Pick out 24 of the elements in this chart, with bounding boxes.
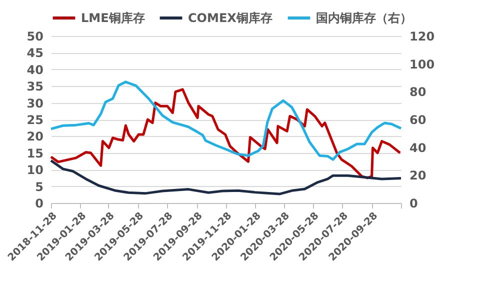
y-tick-label: 0	[35, 196, 44, 210]
y-tick-label: 25	[26, 113, 44, 127]
y2-tick-label: 0	[410, 196, 418, 210]
legend-label: COMEX铜库存	[188, 11, 272, 25]
line-series	[50, 80, 402, 161]
y-tick-label: 40	[26, 62, 44, 77]
line-series	[50, 88, 402, 180]
y2-tick-label: 100	[410, 57, 435, 72]
y-tick-label: 30	[26, 96, 44, 110]
y-tick-label: 50	[26, 30, 44, 44]
y-tick-label: 5	[35, 180, 44, 194]
y2-tick-label: 40	[410, 140, 426, 155]
y2-tick-label: 80	[410, 85, 426, 100]
line-series	[50, 159, 402, 196]
y-tick-label: 15	[26, 146, 44, 160]
y-tick-label: 10	[26, 163, 44, 178]
y2-tick-label: 20	[410, 168, 426, 183]
legend-label: LME铜库存	[81, 11, 145, 25]
y-tick-label: 35	[26, 80, 44, 94]
legend-label: 国内铜库存（右）	[316, 11, 412, 25]
y-tick-label: 20	[26, 130, 44, 144]
y2-tick-label: 120	[410, 30, 435, 44]
y-tick-label: 45	[26, 46, 44, 60]
y2-tick-label: 60	[410, 113, 426, 127]
